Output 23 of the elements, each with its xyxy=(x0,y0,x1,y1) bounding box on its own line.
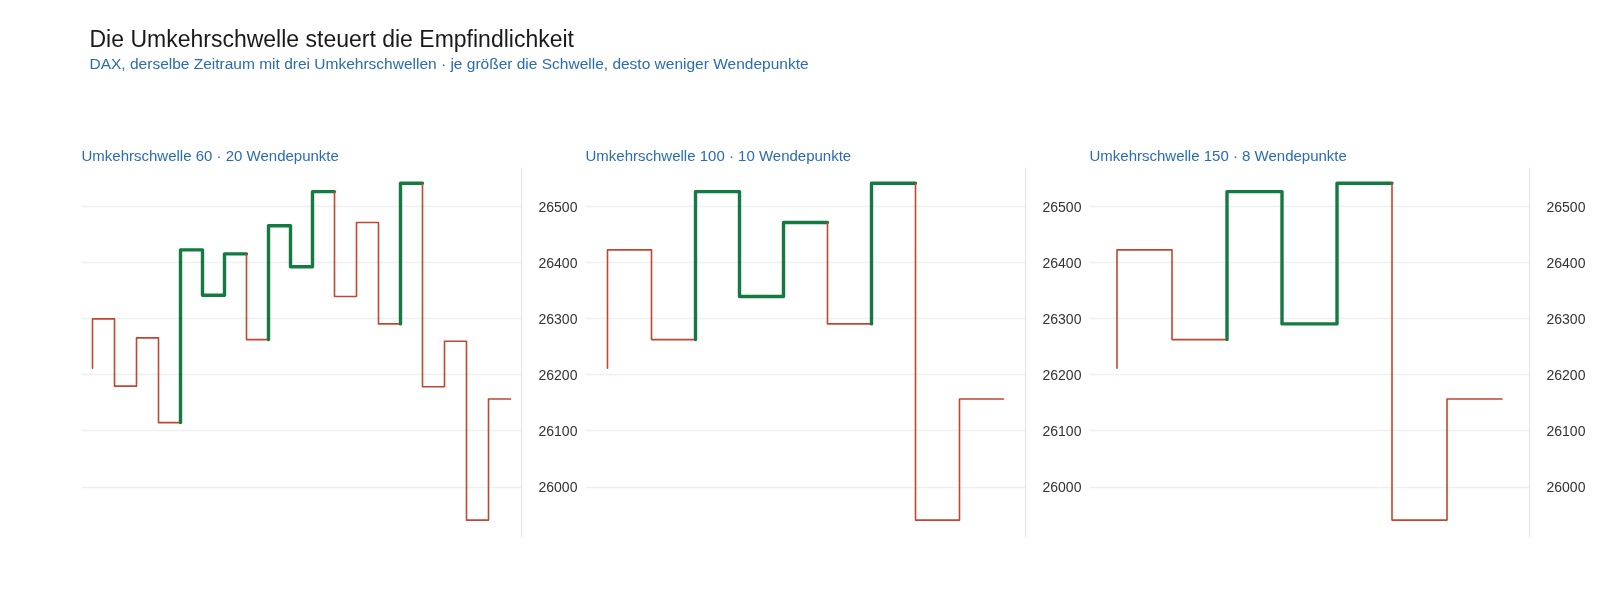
y-tick-label: 26300 xyxy=(538,310,578,327)
y-tick-label: 26000 xyxy=(1546,479,1586,496)
chart-title: Umkehrschwelle 60 · 20 Wendepunkte xyxy=(81,147,339,164)
chart-title: Umkehrschwelle 100 · 10 Wendepunkte xyxy=(585,147,852,164)
y-tick-label: 26300 xyxy=(1546,310,1586,327)
y-tick-label: 26000 xyxy=(538,479,578,496)
y-tick-label: 26000 xyxy=(1042,479,1082,496)
y-tick-label: 26400 xyxy=(1546,254,1586,271)
text: DAX, derselbe Zeitraum mit drei Umkehrschwellen · je größer die Schwelle, desto weniger Wendepunkte xyxy=(89,55,809,72)
y-tick-label: 26200 xyxy=(1546,366,1586,383)
y-tick-label: 26300 xyxy=(1042,310,1082,327)
y-tick-label: 26100 xyxy=(538,422,578,439)
y-tick-label: 26200 xyxy=(1042,366,1082,383)
y-tick-label: 26500 xyxy=(1042,198,1082,215)
y-tick-label: 26200 xyxy=(538,366,578,383)
chart-title: Umkehrschwelle 150 · 8 Wendepunkte xyxy=(1089,147,1347,164)
y-tick-label: 26400 xyxy=(538,254,578,271)
y-tick-label: 26400 xyxy=(1042,254,1082,271)
y-tick-label: 26100 xyxy=(1042,422,1082,439)
text: Die Umkehrschwelle steuert die Empfindlichkeit xyxy=(89,25,575,52)
y-tick-label: 26500 xyxy=(538,198,578,215)
y-tick-label: 26500 xyxy=(1546,198,1586,215)
y-tick-label: 26100 xyxy=(1546,422,1586,439)
